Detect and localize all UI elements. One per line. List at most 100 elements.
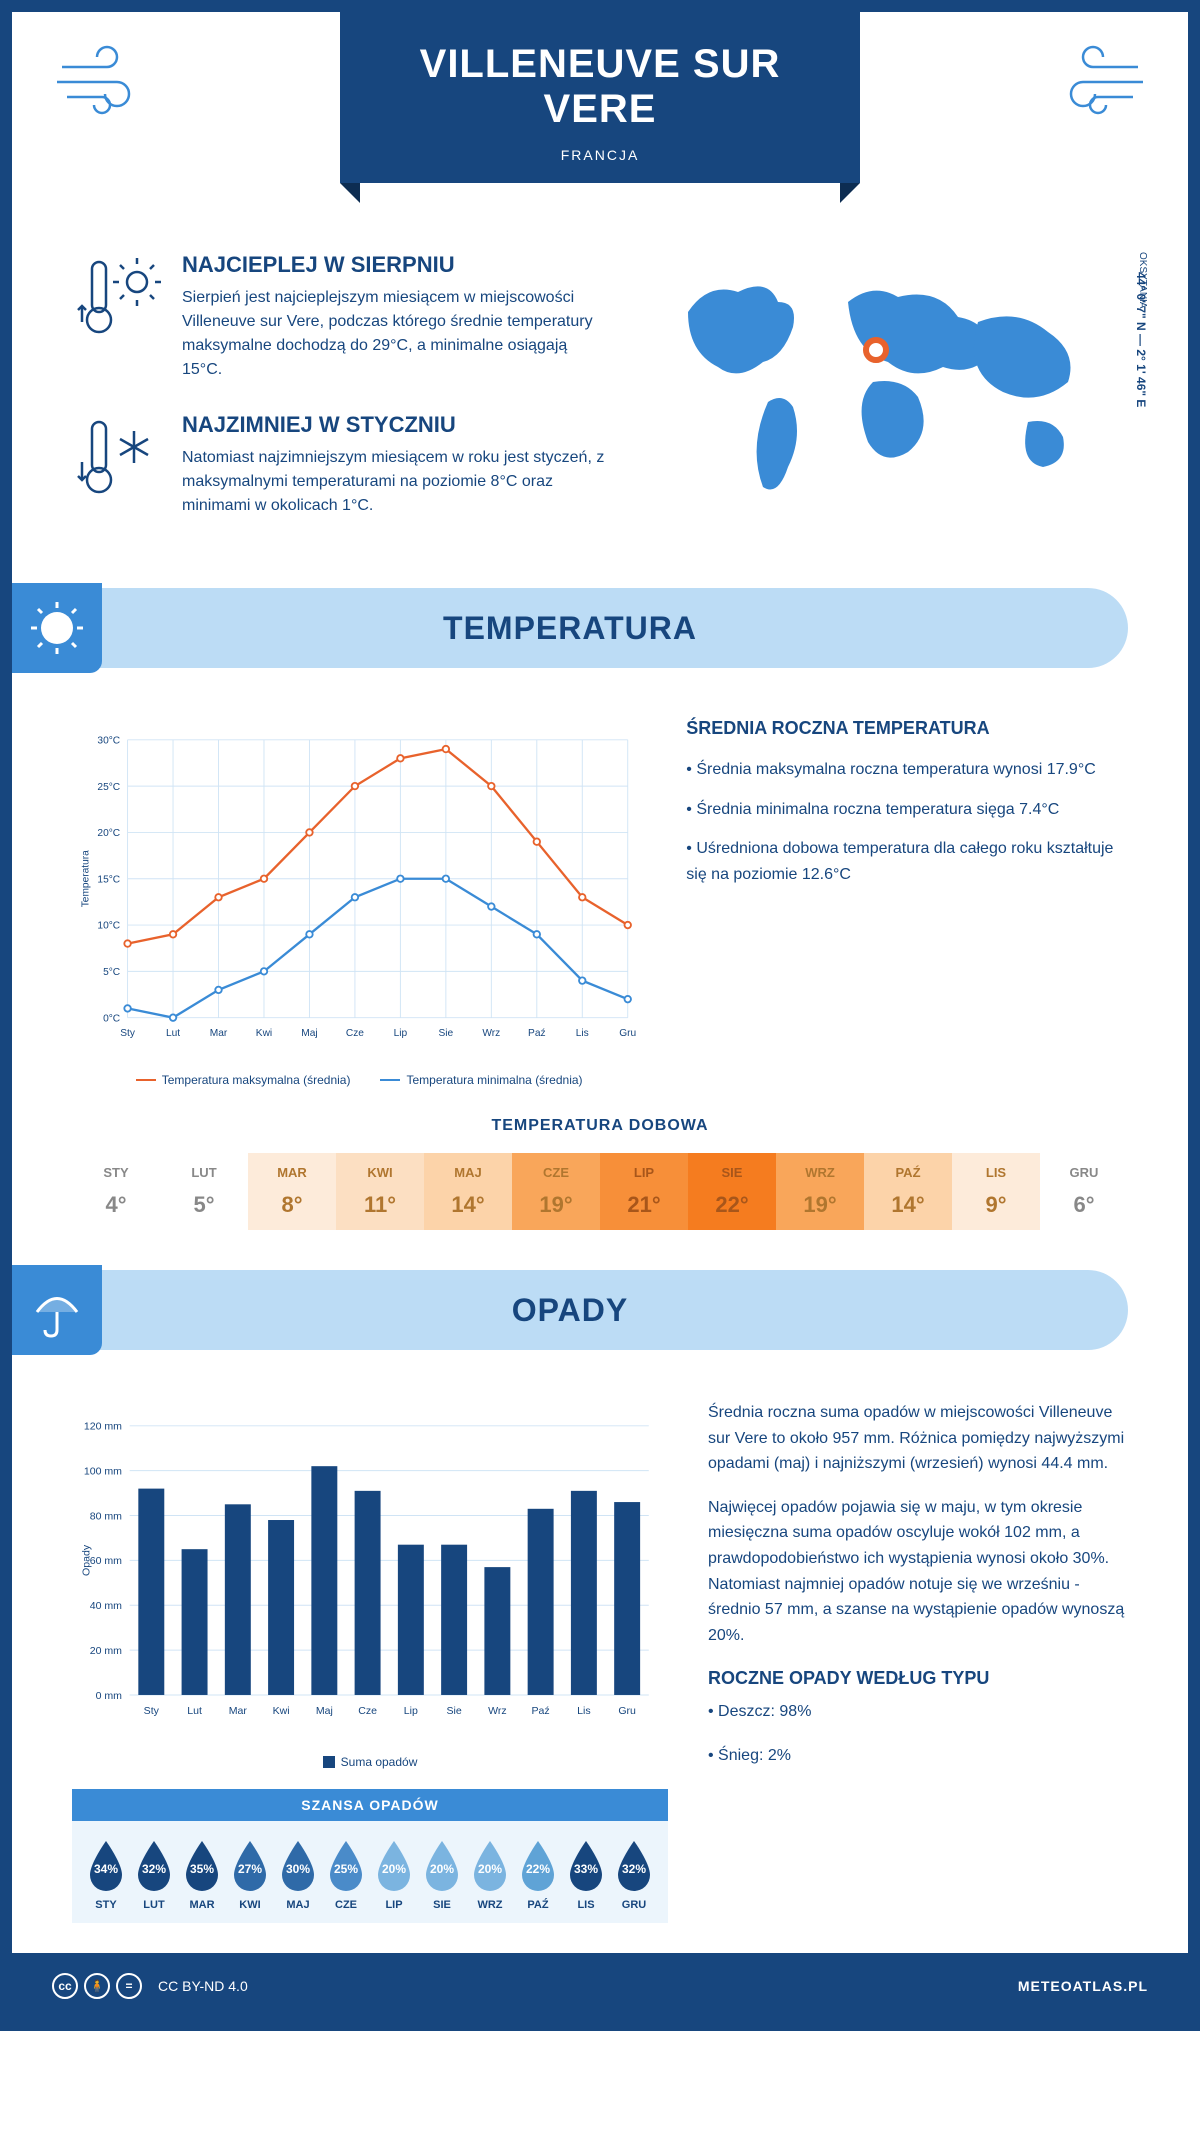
warmest-block: NAJCIEPLEJ W SIERPNIU Sierpień jest najc… xyxy=(72,252,608,382)
chance-box: SZANSA OPADÓW 34%STY32%LUT35%MAR27%KWI30… xyxy=(72,1789,668,1923)
temp-bullet-1: • Średnia maksymalna roczna temperatura … xyxy=(686,757,1128,783)
rain-chance-drop: 32%GRU xyxy=(612,1839,656,1911)
svg-text:20 mm: 20 mm xyxy=(90,1645,122,1657)
intro-text-column: NAJCIEPLEJ W SIERPNIU Sierpień jest najc… xyxy=(72,252,608,548)
thermometer-sun-icon xyxy=(72,252,162,342)
precip-p1: Średnia roczna suma opadów w miejscowośc… xyxy=(708,1400,1128,1477)
svg-text:20°C: 20°C xyxy=(97,828,120,839)
map-column: OKSYTANIA 44° 0' 7" N — 2° 1' 46" E xyxy=(648,252,1128,548)
svg-text:0 mm: 0 mm xyxy=(96,1690,123,1702)
cc-icon: cc xyxy=(52,1973,78,1999)
umbrella-icon xyxy=(12,1265,102,1355)
daily-cell: WRZ19° xyxy=(776,1153,864,1230)
coldest-block: NAJZIMNIEJ W STYCZNIU Natomiast najzimni… xyxy=(72,412,608,518)
precipitation-section-header: OPADY xyxy=(12,1270,1128,1350)
svg-text:Lip: Lip xyxy=(394,1028,408,1039)
daily-cell: LIP21° xyxy=(600,1153,688,1230)
svg-text:Kwi: Kwi xyxy=(256,1028,272,1039)
precip-snow: • Śnieg: 2% xyxy=(708,1743,1128,1769)
rain-chance-drop: 35%MAR xyxy=(180,1839,224,1911)
svg-text:Temperatura: Temperatura xyxy=(81,850,92,907)
precipitation-heading: OPADY xyxy=(512,1292,628,1329)
svg-text:Cze: Cze xyxy=(346,1028,364,1039)
svg-text:Cze: Cze xyxy=(358,1705,377,1717)
svg-text:Maj: Maj xyxy=(316,1705,333,1717)
svg-text:80 mm: 80 mm xyxy=(90,1510,122,1522)
svg-text:Gru: Gru xyxy=(619,1028,636,1039)
world-map xyxy=(648,252,1128,512)
footer: cc 🧍 = CC BY-ND 4.0 METEOATLAS.PL xyxy=(12,1953,1188,2019)
rain-chance-drop: 20%LIP xyxy=(372,1839,416,1911)
temp-bullet-3: • Uśredniona dobowa temperatura dla całe… xyxy=(686,836,1128,887)
svg-text:60 mm: 60 mm xyxy=(90,1555,122,1567)
nd-icon: = xyxy=(116,1973,142,1999)
precip-rain: • Deszcz: 98% xyxy=(708,1699,1128,1725)
rain-chance-drop: 33%LIS xyxy=(564,1839,608,1911)
daily-grid: STY4°LUT5°MAR8°KWI11°MAJ14°CZE19°LIP21°S… xyxy=(72,1153,1128,1230)
legend-min: Temperatura minimalna (średnia) xyxy=(406,1073,582,1087)
daily-cell: GRU6° xyxy=(1040,1153,1128,1230)
temperature-info: ŚREDNIA ROCZNA TEMPERATURA • Średnia mak… xyxy=(686,718,1128,1087)
svg-text:Mar: Mar xyxy=(229,1705,248,1717)
rain-chance-drop: 27%KWI xyxy=(228,1839,272,1911)
rain-chance-drop: 20%WRZ xyxy=(468,1839,512,1911)
svg-text:Paź: Paź xyxy=(528,1028,546,1039)
svg-text:10°C: 10°C xyxy=(97,921,120,932)
svg-text:Sie: Sie xyxy=(439,1028,454,1039)
coldest-text: NAJZIMNIEJ W STYCZNIU Natomiast najzimni… xyxy=(182,412,608,518)
rain-chance-drop: 22%PAŹ xyxy=(516,1839,560,1911)
svg-text:40 mm: 40 mm xyxy=(90,1600,122,1612)
daily-cell: KWI11° xyxy=(336,1153,424,1230)
svg-text:0°C: 0°C xyxy=(103,1013,120,1024)
svg-text:Lut: Lut xyxy=(187,1705,202,1717)
thermometer-snow-icon xyxy=(72,412,162,502)
svg-text:Opady: Opady xyxy=(80,1544,92,1576)
daily-temperature: TEMPERATURA DOBOWA STY4°LUT5°MAR8°KWI11°… xyxy=(12,1117,1188,1270)
coldest-body: Natomiast najzimniejszym miesiącem w rok… xyxy=(182,446,608,518)
daily-cell: STY4° xyxy=(72,1153,160,1230)
site-name: METEOATLAS.PL xyxy=(1018,1978,1148,1994)
svg-text:120 mm: 120 mm xyxy=(84,1421,122,1433)
wind-icon xyxy=(1048,42,1148,134)
svg-text:Mar: Mar xyxy=(210,1028,228,1039)
daily-cell: CZE19° xyxy=(512,1153,600,1230)
svg-text:Paź: Paź xyxy=(532,1705,550,1717)
svg-text:100 mm: 100 mm xyxy=(84,1466,122,1478)
svg-text:Wrz: Wrz xyxy=(488,1705,507,1717)
precipitation-content: 0 mm20 mm40 mm60 mm80 mm100 mm120 mmStyL… xyxy=(12,1380,1188,1953)
daily-cell: PAŹ14° xyxy=(864,1153,952,1230)
drop-row: 34%STY32%LUT35%MAR27%KWI30%MAJ25%CZE20%L… xyxy=(84,1839,656,1911)
warmest-text: NAJCIEPLEJ W SIERPNIU Sierpień jest najc… xyxy=(182,252,608,382)
location-title: VILLENEUVE SUR VERE xyxy=(360,42,840,132)
chance-heading: SZANSA OPADÓW xyxy=(72,1789,668,1821)
header: VILLENEUVE SUR VERE FRANCJA xyxy=(12,12,1188,222)
daily-cell: SIE22° xyxy=(688,1153,776,1230)
rain-chance-drop: 20%SIE xyxy=(420,1839,464,1911)
coordinates: 44° 0' 7" N — 2° 1' 46" E xyxy=(1134,272,1148,407)
daily-heading: TEMPERATURA DOBOWA xyxy=(72,1117,1128,1135)
precip-type-heading: ROCZNE OPADY WEDŁUG TYPU xyxy=(708,1668,1128,1689)
svg-text:Maj: Maj xyxy=(301,1028,317,1039)
svg-text:Sie: Sie xyxy=(446,1705,461,1717)
svg-text:Gru: Gru xyxy=(618,1705,636,1717)
svg-text:Lis: Lis xyxy=(577,1705,591,1717)
precip-p2: Najwięcej opadów pojawia się w maju, w t… xyxy=(708,1495,1128,1649)
wind-icon xyxy=(52,42,152,134)
title-ribbon: VILLENEUVE SUR VERE FRANCJA xyxy=(340,12,860,183)
svg-text:Lut: Lut xyxy=(166,1028,180,1039)
svg-text:Lis: Lis xyxy=(576,1028,589,1039)
intro-section: NAJCIEPLEJ W SIERPNIU Sierpień jest najc… xyxy=(12,222,1188,588)
chart-legend: Temperatura maksymalna (średnia) Tempera… xyxy=(72,1073,646,1087)
infographic-frame: VILLENEUVE SUR VERE FRANCJA NAJCIEPLEJ W… xyxy=(0,0,1200,2031)
coldest-heading: NAJZIMNIEJ W STYCZNIU xyxy=(182,412,608,438)
rain-chance-drop: 32%LUT xyxy=(132,1839,176,1911)
sun-icon xyxy=(12,583,102,673)
rain-chance-drop: 34%STY xyxy=(84,1839,128,1911)
temperature-heading: TEMPERATURA xyxy=(443,610,697,647)
svg-text:25°C: 25°C xyxy=(97,782,120,793)
precipitation-info: Średnia roczna suma opadów w miejscowośc… xyxy=(708,1400,1128,1923)
rain-chance-drop: 25%CZE xyxy=(324,1839,368,1911)
country: FRANCJA xyxy=(360,147,840,163)
precipitation-bar-chart: 0 mm20 mm40 mm60 mm80 mm100 mm120 mmStyL… xyxy=(72,1400,668,1923)
svg-text:Kwi: Kwi xyxy=(273,1705,290,1717)
